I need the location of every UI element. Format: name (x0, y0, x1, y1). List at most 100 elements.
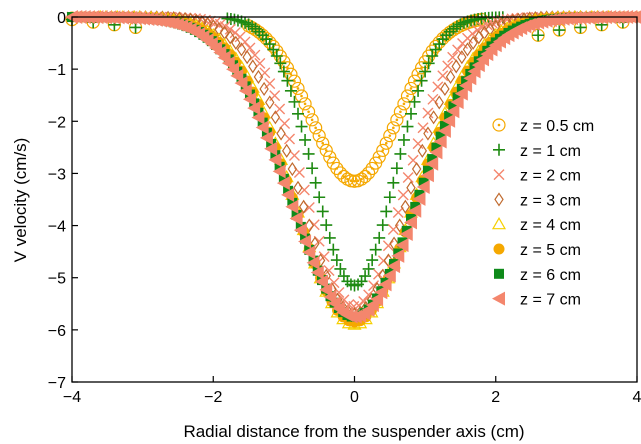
legend-item: z = 7 cm (492, 291, 581, 309)
data-point (446, 104, 460, 119)
data-point (359, 270, 372, 283)
data-point (363, 289, 375, 301)
data-point (264, 141, 278, 156)
data-point (405, 107, 417, 120)
data-point (369, 243, 382, 256)
data-point (399, 226, 413, 241)
data-point (214, 22, 224, 37)
data-point (457, 50, 467, 65)
data-point (293, 223, 307, 238)
data-point (397, 97, 411, 111)
data-point (281, 74, 294, 87)
data-point (323, 265, 335, 277)
data-point (439, 121, 450, 132)
data-point (316, 136, 330, 150)
data-point (312, 129, 326, 143)
data-point (327, 243, 340, 256)
data-point (281, 187, 295, 202)
legend-marker (492, 291, 505, 306)
y-tick-label: −4 (48, 219, 66, 236)
y-tick-label: −3 (48, 166, 66, 183)
legend-label: z = 6 cm (520, 267, 581, 284)
data-point (412, 84, 425, 97)
data-point (270, 150, 281, 161)
data-point (289, 211, 303, 226)
data-point (422, 165, 433, 176)
data-point (315, 274, 329, 289)
data-point (383, 129, 397, 143)
data-point (231, 35, 241, 50)
data-point (310, 265, 324, 280)
y-tick-label: −1 (48, 62, 66, 79)
data-point (372, 150, 386, 164)
data-point (294, 89, 309, 103)
data-point (238, 83, 252, 98)
data-point (370, 292, 384, 307)
data-point (387, 176, 400, 189)
y-tick-label: −2 (48, 114, 66, 131)
data-point (272, 164, 286, 179)
data-point (270, 110, 281, 125)
legend-label: z = 3 cm (520, 192, 581, 209)
data-point (268, 152, 282, 167)
data-point (287, 197, 298, 208)
legend-item: z = 5 cm (493, 242, 581, 259)
y-axis-label: V velocity (cm/s) (11, 138, 30, 263)
data-point (247, 101, 261, 116)
data-point (395, 238, 409, 253)
data-point (265, 95, 275, 110)
data-point (465, 68, 476, 79)
data-point (276, 126, 286, 141)
data-point (316, 205, 329, 218)
legend-marker (494, 268, 504, 279)
data-point (299, 133, 312, 146)
data-point (390, 162, 403, 175)
data-point (323, 231, 336, 244)
data-point (224, 23, 236, 35)
data-point (412, 138, 424, 150)
data-point (394, 147, 407, 160)
data-point (459, 78, 473, 93)
data-point (440, 81, 450, 97)
data-point (463, 71, 477, 86)
data-point (230, 68, 244, 83)
data-point (415, 74, 428, 87)
data-point (242, 92, 256, 107)
data-point (378, 277, 392, 292)
data-point (277, 65, 290, 78)
data-point (468, 35, 478, 50)
data-point (469, 62, 480, 73)
legend-label: z = 4 cm (520, 217, 581, 234)
data-point (259, 81, 269, 97)
data-point (427, 154, 438, 165)
data-point (462, 42, 473, 57)
data-point (397, 133, 410, 146)
data-point (306, 255, 320, 270)
data-point (285, 199, 299, 214)
y-tick-label: −5 (48, 271, 66, 288)
data-point (425, 156, 439, 171)
legend-item: z = 3 cm (494, 192, 581, 209)
data-point (301, 105, 316, 119)
data-point (255, 120, 269, 135)
data-point (309, 176, 322, 189)
data-point (249, 49, 261, 61)
legend-marker (493, 243, 505, 255)
data-point (226, 62, 240, 77)
data-point (382, 240, 394, 252)
data-point (450, 95, 464, 110)
legend-marker (493, 143, 505, 156)
data-point (418, 177, 429, 188)
data-point (242, 50, 252, 65)
data-point (404, 81, 418, 96)
data-point (408, 203, 422, 218)
data-point (274, 161, 285, 172)
data-point (466, 28, 478, 40)
data-point (417, 143, 428, 158)
data-point (473, 56, 484, 67)
data-point (295, 120, 308, 133)
data-point (298, 234, 312, 249)
data-point (461, 76, 472, 87)
data-point (444, 110, 455, 121)
